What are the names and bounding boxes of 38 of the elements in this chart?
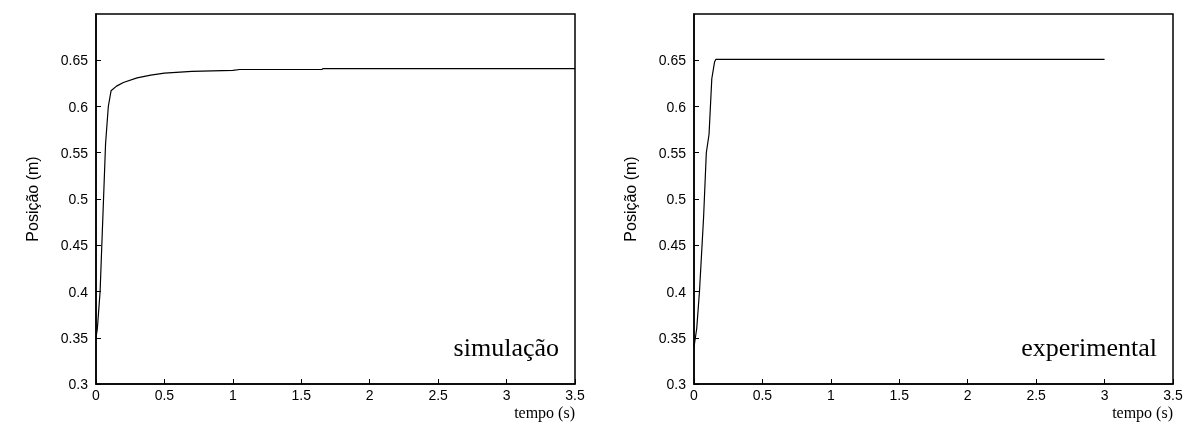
annotation: experimental xyxy=(1021,332,1158,362)
y-tick-label: 0.3 xyxy=(68,376,89,392)
x-tick-label: 0.5 xyxy=(154,387,175,403)
x-tick-label: 2 xyxy=(963,387,972,403)
x-axis-title: tempo (s) xyxy=(1112,403,1173,422)
y-tick-label: 0.45 xyxy=(658,237,687,254)
y-tick-label: 0.6 xyxy=(68,98,89,115)
y-tick-label: 0.4 xyxy=(666,283,687,300)
x-axis-title: tempo (s) xyxy=(514,403,575,422)
y-tick-label: 0.35 xyxy=(60,329,89,346)
x-tick-label: 3 xyxy=(502,387,511,403)
y-axis-title: Posição (m) xyxy=(621,156,639,242)
x-tick-label: 2.5 xyxy=(428,387,449,403)
x-tick-label: 3.5 xyxy=(1163,387,1183,403)
y-tick-label: 0.6 xyxy=(666,98,687,115)
y-tick-label: 0.35 xyxy=(658,329,687,346)
y-tick-label: 0.4 xyxy=(68,283,89,300)
y-tick-label: 0.3 xyxy=(666,376,687,392)
y-axis-title: Posição (m) xyxy=(23,156,41,242)
x-tick-label: 0 xyxy=(92,387,101,403)
y-tick-label: 0.65 xyxy=(60,52,89,69)
y-tick-label: 0.5 xyxy=(68,191,89,207)
x-tick-label: 0.5 xyxy=(752,387,773,403)
y-tick-label: 0.45 xyxy=(60,237,89,254)
x-tick-label: 1 xyxy=(228,387,237,403)
x-tick-label: 1.5 xyxy=(889,387,910,403)
y-tick-label: 0.65 xyxy=(658,52,687,69)
x-tick-label: 2 xyxy=(365,387,374,403)
y-tick-label: 0.55 xyxy=(60,144,89,161)
x-tick-label: 3.5 xyxy=(565,387,585,403)
x-tick-label: 3 xyxy=(1100,387,1109,403)
x-tick-label: 1 xyxy=(826,387,835,403)
y-tick-label: 0.5 xyxy=(666,191,687,207)
annotation: simulação xyxy=(453,332,560,362)
x-tick-label: 1.5 xyxy=(291,387,312,403)
y-tick-label: 0.55 xyxy=(658,144,687,161)
x-tick-label: 2.5 xyxy=(1026,387,1047,403)
x-tick-label: 0 xyxy=(690,387,699,403)
